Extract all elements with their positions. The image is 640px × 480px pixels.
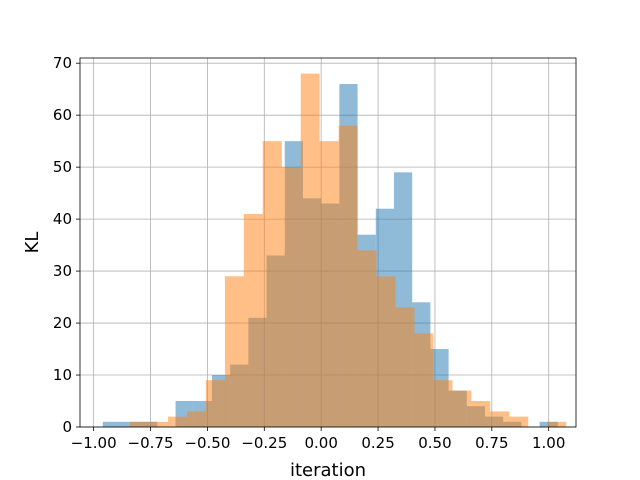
y-tick-label: 20 bbox=[53, 314, 72, 332]
y-tick-label: 50 bbox=[53, 158, 72, 176]
histogram-bar-series-2 bbox=[452, 390, 472, 427]
x-tick-label: −0.50 bbox=[184, 434, 230, 452]
x-tick-label: −1.00 bbox=[71, 434, 117, 452]
x-tick-label: 0.50 bbox=[418, 434, 451, 452]
x-tick-label: 0.00 bbox=[304, 434, 337, 452]
y-tick-label: 10 bbox=[53, 366, 72, 384]
histogram-bar-series-2 bbox=[376, 276, 396, 427]
histogram-bar-series-2 bbox=[509, 416, 529, 427]
histogram-bar-series-2 bbox=[224, 276, 244, 427]
x-tick-label: −0.25 bbox=[241, 434, 287, 452]
histogram-bar-series-2 bbox=[338, 125, 358, 427]
histogram-bar-series-1 bbox=[102, 421, 121, 427]
x-tick-label: 0.25 bbox=[361, 434, 394, 452]
histogram-bar-series-2 bbox=[300, 73, 320, 427]
histogram-bar-series-2 bbox=[395, 307, 415, 427]
bars bbox=[102, 73, 567, 428]
histogram-bar-series-2 bbox=[130, 421, 149, 427]
y-tick-label: 0 bbox=[62, 418, 72, 436]
histogram-bar-series-2 bbox=[319, 141, 339, 428]
histogram-bar-series-2 bbox=[414, 333, 434, 427]
histogram-bar-series-2 bbox=[471, 401, 491, 427]
histogram-bar-series-2 bbox=[243, 213, 263, 427]
y-tick-label: 70 bbox=[53, 54, 72, 72]
y-tick-label: 40 bbox=[53, 210, 72, 228]
histogram-bar-series-2 bbox=[168, 416, 187, 427]
x-axis-label: iteration bbox=[290, 460, 366, 480]
plot-frame bbox=[79, 57, 577, 428]
histogram-bar-series-2 bbox=[262, 141, 282, 428]
histogram-bar-series-2 bbox=[357, 250, 377, 427]
histogram-bar-series-2 bbox=[547, 421, 567, 427]
y-tick-label: 60 bbox=[53, 106, 72, 124]
histogram-bar-series-2 bbox=[490, 411, 510, 427]
ticks: −1.00 −0.75 −0.50 −0.25 0.00 0.25 0.50 0.75 1.00… bbox=[53, 54, 565, 452]
histogram-bar-series-2 bbox=[281, 167, 301, 427]
y-axis-label: KL bbox=[22, 232, 43, 254]
x-tick-label: −0.75 bbox=[128, 434, 174, 452]
histogram-bar-series-2 bbox=[186, 411, 206, 427]
y-tick-label: 30 bbox=[53, 262, 72, 280]
histogram-bar-series-2 bbox=[148, 421, 169, 427]
x-tick-label: 1.00 bbox=[532, 434, 565, 452]
x-tick-label: 0.75 bbox=[475, 434, 508, 452]
histogram-bar-series-2 bbox=[205, 380, 225, 427]
histogram-bar-series-2 bbox=[433, 380, 453, 427]
